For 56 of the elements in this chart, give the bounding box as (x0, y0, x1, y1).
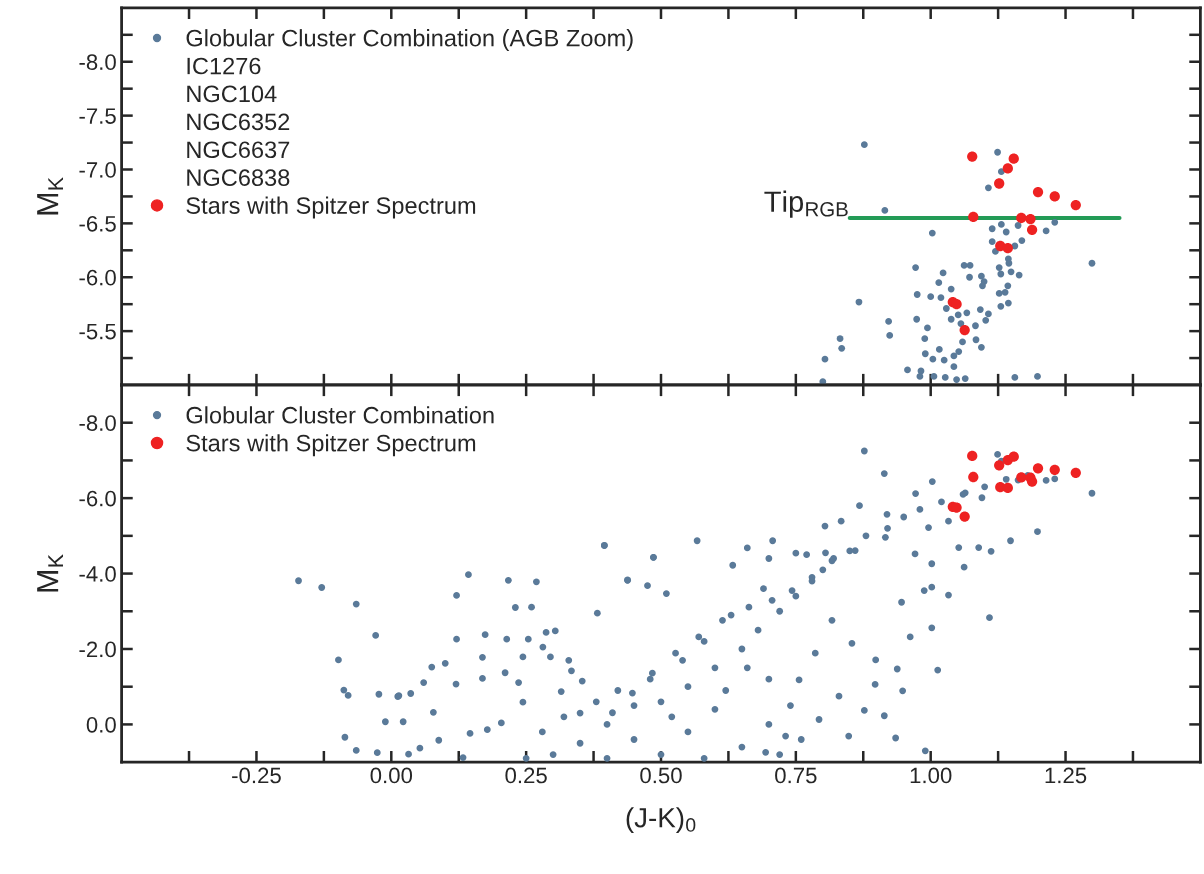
x-tick-label: -0.25 (232, 767, 281, 784)
point (1002, 482, 1013, 494)
point (968, 211, 979, 223)
point (967, 450, 978, 462)
annotation: Tip$_{RGB}$ (764, 190, 848, 218)
legend-label: Stars with Spitzer Spectrum (186, 196, 476, 219)
point (1070, 199, 1081, 211)
y-tick-label: -7.5 (79, 108, 116, 124)
point (959, 324, 970, 336)
point (967, 151, 978, 162)
point (1026, 224, 1038, 235)
annotation: NGC6637 (187, 141, 290, 159)
point (1032, 186, 1044, 198)
annotation: NGC104 (187, 85, 277, 103)
point (1026, 476, 1038, 487)
y-tick-label: 0.0 (86, 716, 116, 733)
point (1049, 464, 1060, 475)
point (1008, 153, 1019, 164)
point (1049, 191, 1060, 202)
x-tick-label: 0.50 (640, 767, 682, 784)
point (1016, 212, 1027, 224)
point (1002, 163, 1013, 174)
x-tick-label: 0.75 (775, 767, 817, 784)
annotation: NGC6838 (187, 169, 290, 187)
legend-label: Stars with Spitzer Spectrum (186, 434, 476, 457)
y-tick-label: -4.0 (79, 566, 116, 582)
y-axis-title: M$_{K}$ (37, 554, 64, 592)
annotation: NGC6352 (187, 113, 290, 131)
point (1070, 467, 1081, 479)
point (1002, 243, 1013, 254)
legend-label: Globular Cluster Combination (AGB Zoom) (186, 29, 633, 52)
point (1025, 213, 1036, 225)
x-axis-title: (J-K)$_{0}$ (626, 807, 696, 834)
y-tick-label: -8.0 (79, 415, 116, 431)
y-tick-label: -2.0 (79, 641, 116, 658)
point (968, 471, 979, 483)
annotation: IC1276 (187, 57, 261, 75)
point (1002, 454, 1013, 466)
y-tick-label: -6.5 (79, 215, 116, 232)
legend-label: Globular Cluster Combination (186, 406, 494, 424)
x-tick-label: 0.00 (370, 767, 413, 784)
point (1032, 463, 1044, 474)
y-tick-label: -5.5 (79, 323, 116, 340)
point (1016, 472, 1027, 483)
y-axis-title: M$_{K}$ (37, 177, 64, 215)
point (994, 178, 1005, 189)
y-tick-label: -8.0 (79, 54, 116, 71)
y-tick-label: -6.0 (79, 490, 116, 507)
x-tick-label: 0.25 (505, 767, 547, 784)
point (959, 511, 970, 522)
y-tick-label: -7.0 (79, 162, 116, 178)
x-tick-label: 1.00 (910, 767, 952, 784)
y-tick-label: -6.0 (79, 269, 116, 286)
x-tick-label: 1.25 (1045, 767, 1087, 784)
point (951, 299, 962, 310)
point (994, 460, 1005, 471)
